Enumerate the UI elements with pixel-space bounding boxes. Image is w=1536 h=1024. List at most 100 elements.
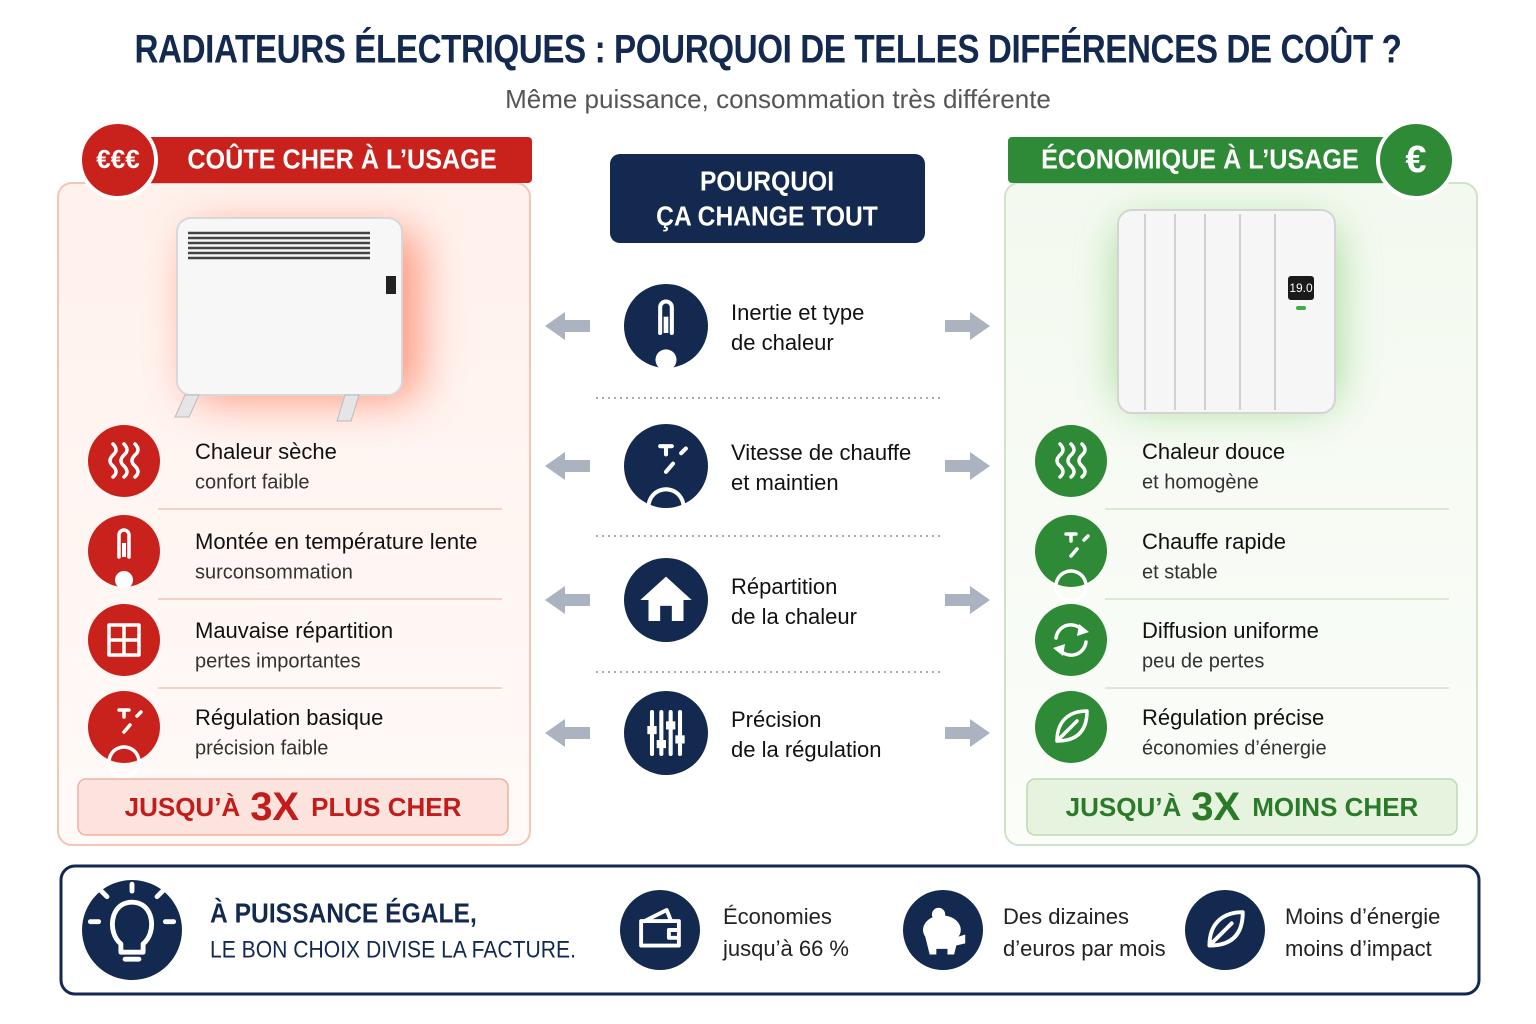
- benefit-text: Économies: [723, 904, 832, 929]
- verdict-suffix: MOINS CHER: [1252, 792, 1418, 822]
- icon-circle: [1035, 515, 1107, 587]
- factor-text: de la régulation: [731, 737, 881, 762]
- subtitle: Même puissance, consommation très différ…: [505, 84, 1051, 114]
- icon-glyph: [1055, 709, 1089, 743]
- item-detail: et homogène: [1142, 471, 1259, 493]
- verdict-factor: 3X: [250, 785, 299, 829]
- icon-glyph: [646, 444, 688, 527]
- icon-glyph: [660, 605, 672, 621]
- benefit-text: jusqu’à 66 %: [722, 936, 849, 961]
- led: [1296, 306, 1306, 310]
- icon-heat: [88, 425, 160, 497]
- item-title: Régulation précise: [1142, 705, 1324, 730]
- item-title: Chaleur sèche: [195, 439, 337, 464]
- icon-glyph: [1053, 644, 1065, 656]
- icon-glyph: [107, 623, 141, 657]
- icon-glyph: [663, 316, 669, 333]
- icon-glyph: [108, 442, 118, 479]
- icon-glyph: [1054, 532, 1090, 603]
- icon-piggy: [903, 890, 983, 970]
- display-text: 19.0: [1289, 281, 1313, 295]
- icon-watch: [1035, 515, 1107, 603]
- arrow-right: [945, 452, 990, 480]
- icon-circle: [624, 424, 708, 508]
- icon-glyph: [122, 543, 126, 557]
- icon-bulb: [82, 880, 182, 980]
- item-title: Diffusion uniforme: [1142, 618, 1319, 643]
- icon-glyph: [655, 349, 677, 371]
- icon-glyph: [1077, 624, 1089, 636]
- icon-glyph: [639, 908, 681, 948]
- verdict-suffix: PLUS CHER: [311, 792, 461, 822]
- verdict-factor: 3X: [1191, 785, 1240, 829]
- factor-text: de la chaleur: [731, 604, 857, 629]
- item-title: Chaleur douce: [1142, 439, 1285, 464]
- arrow-left: [545, 312, 590, 340]
- item-detail: confort faible: [195, 471, 310, 493]
- item-detail: peu de pertes: [1142, 650, 1264, 672]
- item-title: Mauvaise répartition: [195, 618, 393, 643]
- icon-leaf: [1035, 691, 1107, 763]
- icon-glyph: [923, 915, 966, 955]
- factor-text: Vitesse de chauffe: [731, 440, 911, 465]
- item-title: Montée en température lente: [195, 529, 478, 554]
- icon-house: [624, 558, 708, 642]
- summary-box: [59, 864, 1481, 996]
- icon-glyph: [1055, 442, 1065, 479]
- factor-text: et maintien: [731, 470, 839, 495]
- left-ribbon: [130, 137, 532, 183]
- item-detail: précision faible: [195, 737, 328, 759]
- benefit-text: Des dizaines: [1003, 904, 1129, 929]
- left-verdict: JUSQU’À 3X PLUS CHER: [125, 785, 462, 829]
- benefit-text: Moins d’énergie: [1285, 904, 1440, 929]
- right-badge: [1376, 120, 1456, 200]
- item-title: Chauffe rapide: [1142, 529, 1286, 554]
- left-label: COÛTE CHER À L’USAGE: [187, 143, 496, 175]
- icon-glyph: [1077, 442, 1087, 479]
- right-badge-text: €: [1405, 139, 1426, 181]
- icon-circle: [88, 691, 160, 763]
- icon-glyph: [87, 881, 177, 962]
- icon-glyph: [656, 740, 666, 749]
- center-label: ÇA CHANGE TOUT: [656, 200, 878, 232]
- icon-circle: [1035, 604, 1107, 676]
- icon-wallet: [620, 890, 700, 970]
- title: RADIATEURS ÉLECTRIQUES : POURQUOI DE TEL…: [134, 26, 1401, 72]
- icon-glyph: [115, 571, 134, 589]
- arrow-left: [545, 719, 590, 747]
- icon-thermo: [624, 284, 708, 371]
- icon-glyph: [647, 726, 657, 735]
- icon-glyph: [119, 442, 129, 479]
- icon-circle: [82, 880, 182, 980]
- icon-circle: [88, 425, 160, 497]
- left-badge: [78, 120, 158, 200]
- left-badge-text: €€€: [96, 144, 139, 174]
- arrow-right: [945, 586, 990, 614]
- icon-glyph: [1207, 910, 1245, 948]
- icon-leaf: [1185, 890, 1265, 970]
- factor-text: de chaleur: [731, 330, 834, 355]
- item-detail: surconsommation: [195, 561, 353, 583]
- icon-circle: [620, 890, 700, 970]
- icon-heat: [1035, 425, 1107, 497]
- right-label: ÉCONOMIQUE À L’USAGE: [1041, 143, 1359, 175]
- icon-window: [88, 604, 160, 676]
- center-label: POURQUOI: [700, 165, 834, 197]
- right-ribbon: [1008, 137, 1398, 183]
- factor-text: Inertie et type: [731, 300, 864, 325]
- display: [1288, 276, 1314, 300]
- verdict-prefix: JUSQU’À: [125, 792, 241, 822]
- icon-watch: [88, 691, 160, 779]
- item-detail: et stable: [1142, 561, 1218, 583]
- icon-glyph: [931, 907, 946, 922]
- icon-watch: [624, 424, 708, 527]
- icon-circle: [1035, 425, 1107, 497]
- arrow-right: [945, 719, 990, 747]
- arrow-left: [545, 452, 590, 480]
- icon-glyph: [640, 576, 692, 621]
- verdict-prefix: JUSQU’À: [1066, 792, 1182, 822]
- benefit-text: d’euros par mois: [1003, 936, 1166, 961]
